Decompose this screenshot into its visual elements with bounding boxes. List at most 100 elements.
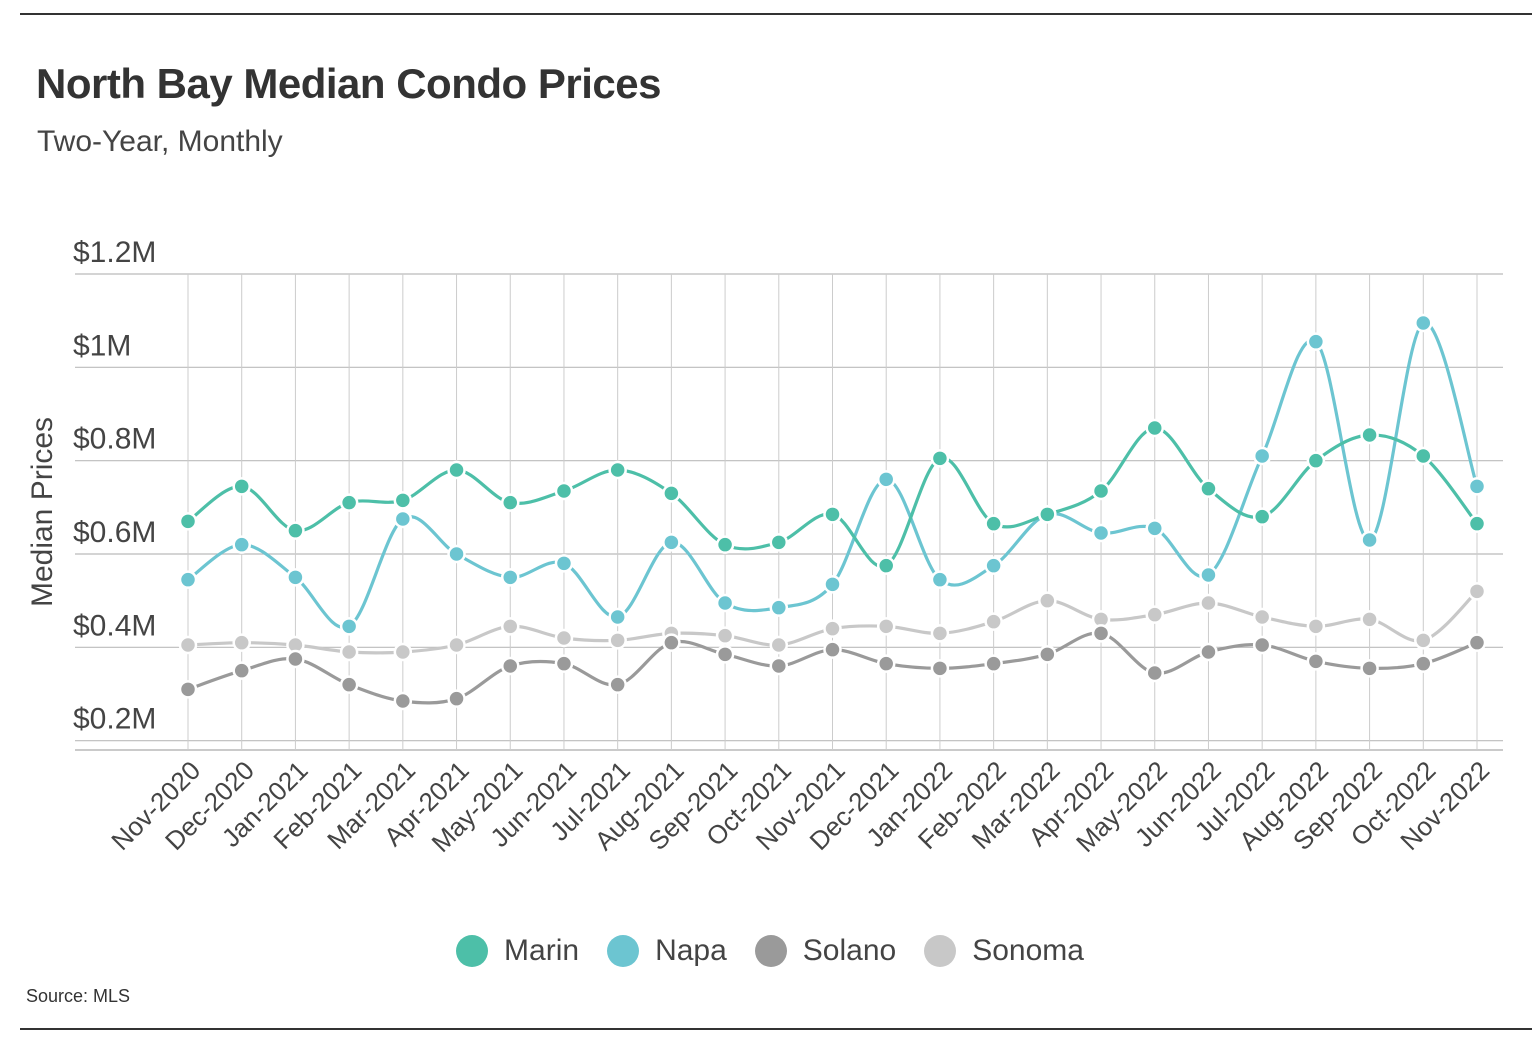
- data-point-napa: [1306, 332, 1326, 351]
- data-point-napa: [984, 556, 1003, 575]
- data-point-solano: [178, 680, 198, 699]
- data-point-napa: [501, 568, 520, 587]
- data-point-sonoma: [608, 631, 627, 650]
- y-axis-ticks: $0.2M $0.4M $0.6M $0.8M $1M $1.2M: [73, 236, 156, 736]
- chart-subtitle: Two-Year, Monthly: [37, 125, 283, 158]
- data-point-sonoma: [984, 612, 1003, 631]
- data-point-napa: [393, 509, 413, 529]
- data-point-napa: [447, 544, 466, 564]
- data-point-solano: [876, 654, 896, 673]
- data-point-napa: [286, 568, 305, 587]
- data-point-napa: [1252, 446, 1272, 466]
- data-point-napa: [1091, 523, 1111, 543]
- data-point-napa: [1360, 530, 1379, 550]
- y-tick-label: $0.4M: [73, 609, 156, 642]
- legend-label: Napa: [655, 934, 727, 967]
- top-rule: [20, 13, 1532, 15]
- legend-swatch-marin: [456, 935, 489, 967]
- data-point-marin: [608, 460, 627, 480]
- legend-item-marin: Marin: [456, 934, 579, 968]
- data-point-sonoma: [232, 633, 251, 652]
- data-point-marin: [662, 484, 681, 503]
- data-point-solano: [930, 659, 950, 678]
- y-tick-label: $1M: [73, 329, 131, 362]
- legend-label: Marin: [504, 934, 580, 967]
- data-point-solano: [715, 645, 735, 664]
- data-point-solano: [1145, 663, 1164, 683]
- data-point-sonoma: [1038, 591, 1057, 610]
- y-tick-label: $0.8M: [73, 423, 156, 456]
- data-point-sonoma: [876, 617, 896, 636]
- data-point-solano: [447, 689, 466, 708]
- data-point-solano: [393, 691, 413, 711]
- data-point-napa: [662, 533, 681, 552]
- legend-item-solano: Solano: [754, 934, 897, 968]
- data-point-napa: [715, 593, 735, 613]
- data-point-napa: [232, 535, 251, 554]
- legend-item-sonoma: Sonoma: [924, 934, 1084, 968]
- y-tick-label: $1.2M: [73, 236, 156, 269]
- data-point-marin: [1467, 514, 1487, 533]
- legend-item-napa: Napa: [607, 934, 727, 968]
- legend: Marin Napa Solano Sonoma: [0, 934, 1540, 968]
- y-tick-label: $0.6M: [73, 516, 156, 549]
- data-point-marin: [1414, 446, 1433, 466]
- data-point-sonoma: [769, 635, 789, 655]
- data-point-sonoma: [393, 642, 413, 662]
- data-point-sonoma: [1467, 582, 1487, 601]
- data-point-sonoma: [178, 635, 198, 655]
- series-points: [178, 313, 1487, 711]
- data-point-sonoma: [1306, 617, 1326, 636]
- data-point-sonoma: [554, 628, 574, 648]
- data-point-napa: [876, 470, 896, 489]
- data-point-marin: [554, 481, 574, 501]
- data-point-marin: [178, 512, 198, 531]
- data-point-napa: [1199, 565, 1218, 585]
- data-point-marin: [984, 514, 1003, 533]
- data-point-sonoma: [1414, 631, 1433, 650]
- data-point-sonoma: [1199, 593, 1218, 613]
- data-point-marin: [1252, 507, 1272, 526]
- data-point-marin: [232, 477, 251, 496]
- data-point-solano: [823, 640, 842, 659]
- data-point-sonoma: [339, 642, 359, 662]
- data-point-napa: [339, 617, 359, 636]
- data-point-solano: [662, 633, 681, 652]
- data-point-napa: [1467, 477, 1487, 496]
- data-point-solano: [286, 649, 305, 669]
- data-point-solano: [769, 656, 789, 676]
- data-point-solano: [608, 675, 627, 694]
- data-point-solano: [1091, 624, 1111, 643]
- data-point-napa: [1145, 519, 1164, 538]
- data-point-marin: [339, 493, 359, 512]
- data-point-marin: [823, 505, 842, 524]
- data-point-solano: [1467, 633, 1487, 652]
- data-point-solano: [232, 661, 251, 680]
- data-point-sonoma: [1145, 605, 1164, 624]
- data-point-solano: [1360, 659, 1379, 678]
- bottom-rule: [20, 1028, 1532, 1030]
- data-point-sonoma: [823, 619, 842, 638]
- data-point-napa: [554, 554, 574, 573]
- data-point-sonoma: [1252, 607, 1272, 627]
- legend-swatch-solano: [754, 935, 787, 967]
- x-axis-ticks: Nov-2020Dec-2020Jan-2021Feb-2021Mar-2021…: [105, 755, 1495, 858]
- legend-swatch-sonoma: [924, 935, 957, 967]
- data-point-solano: [1038, 645, 1057, 664]
- grid-lines: [75, 273, 1503, 751]
- y-tick-label: $0.2M: [73, 703, 156, 736]
- data-point-sonoma: [447, 635, 466, 655]
- data-point-marin: [1360, 425, 1379, 445]
- y-axis-title: Median Prices: [26, 417, 59, 607]
- data-point-sonoma: [715, 626, 735, 645]
- data-point-solano: [1414, 654, 1433, 673]
- data-point-marin: [393, 491, 413, 510]
- data-point-marin: [1091, 481, 1111, 501]
- data-point-marin: [1145, 418, 1164, 438]
- legend-swatch-napa: [607, 935, 640, 967]
- data-point-marin: [286, 521, 305, 540]
- data-point-marin: [876, 556, 896, 575]
- chart-title: North Bay Median Condo Prices: [36, 60, 661, 107]
- data-point-solano: [984, 654, 1003, 673]
- legend-label: Solano: [802, 934, 897, 967]
